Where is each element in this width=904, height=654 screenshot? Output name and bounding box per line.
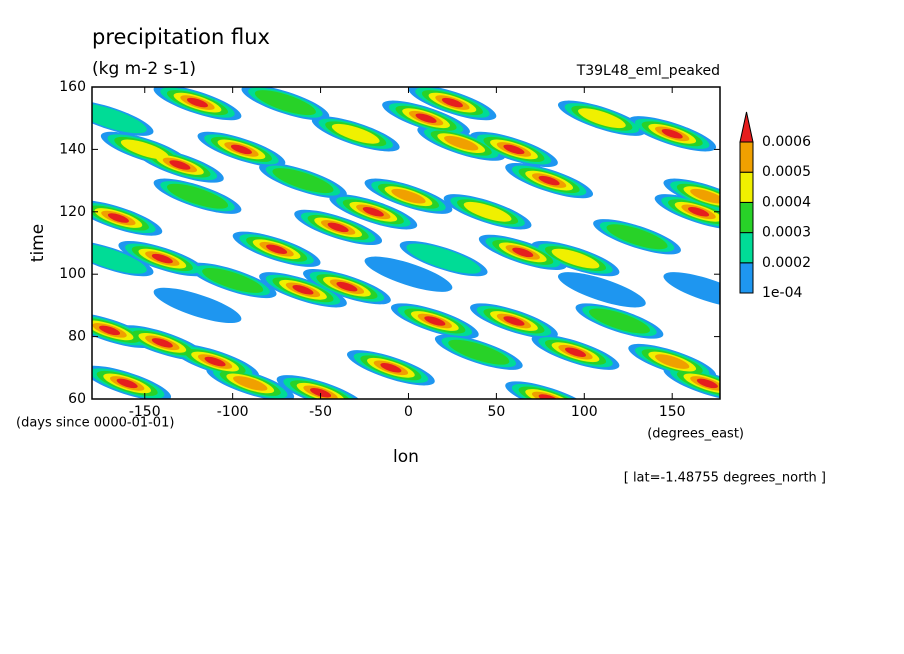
colorbar-label: 0.0005 <box>762 164 811 180</box>
y-tick-label: 140 <box>59 141 86 157</box>
contour-region <box>266 244 288 254</box>
contour-region <box>415 113 437 123</box>
contour-region <box>107 213 129 223</box>
contour-region <box>151 253 173 264</box>
contour-region <box>503 144 525 155</box>
x-tick-label: 100 <box>571 404 598 420</box>
contour-region <box>233 376 268 391</box>
contour-region <box>690 188 720 204</box>
contour-region <box>310 388 332 398</box>
contour-region <box>116 378 138 389</box>
contour-region <box>441 97 463 108</box>
colorbar-label: 0.0004 <box>762 194 811 210</box>
contour-region <box>99 325 121 336</box>
colorbar-label: 0.0002 <box>762 255 811 271</box>
contour-region <box>463 201 512 222</box>
contour-region <box>151 338 173 348</box>
annotation: [ lat=-1.48755 degrees_north ] <box>624 471 826 486</box>
contour-region <box>406 243 481 274</box>
contour-region <box>538 394 560 399</box>
contour-region <box>92 103 147 134</box>
plot-frame <box>91 86 721 400</box>
x-tick-label: 150 <box>659 404 686 420</box>
contour-region <box>688 207 710 217</box>
contour-region <box>661 129 683 139</box>
colorbar-extend <box>739 111 754 143</box>
y-tick-label: 80 <box>68 329 86 345</box>
contour-region <box>169 160 191 170</box>
contour-region <box>166 183 229 209</box>
contour-region <box>696 378 718 389</box>
contour-region <box>230 144 252 155</box>
contour-region <box>551 248 600 269</box>
y-tick-label: 60 <box>68 391 86 407</box>
contour-region <box>292 285 314 295</box>
lon-units: (degrees_east) <box>647 427 744 442</box>
contour-region <box>564 347 587 357</box>
contour-region <box>364 256 453 292</box>
x-tick-label: 50 <box>487 404 505 420</box>
colorbar-box <box>739 141 754 173</box>
contour-region <box>272 168 334 194</box>
colorbar-box <box>739 262 754 294</box>
colorbar-label: 0.0006 <box>762 134 811 150</box>
experiment: T39L48_eml_peaked <box>576 63 720 79</box>
x-tick-label: -150 <box>129 404 161 420</box>
contour-region <box>606 224 668 250</box>
contour-region <box>655 354 690 369</box>
contour-region <box>254 90 316 116</box>
chart-title: precipitation flux <box>92 25 270 49</box>
contour-region <box>557 272 646 308</box>
contour-region <box>336 281 358 292</box>
y-tick-label: 100 <box>59 266 86 282</box>
x-tick-label: 0 <box>404 404 413 420</box>
contour-region <box>92 243 147 274</box>
x-tick-label: -50 <box>309 404 332 420</box>
contour-region <box>391 188 426 204</box>
colorbar-label: 0.0003 <box>762 225 811 241</box>
contour-region <box>512 247 534 258</box>
y-tick-label: 120 <box>59 204 86 220</box>
contour-region <box>204 356 226 367</box>
contour-region <box>202 267 264 293</box>
contour-region <box>588 308 650 334</box>
contour-region <box>186 97 209 108</box>
x-axis-label: lon <box>393 447 419 467</box>
colorbar-label: 1e-04 <box>762 285 802 301</box>
contour-region <box>153 287 242 324</box>
contour-region <box>424 316 446 326</box>
contour-region <box>327 222 349 233</box>
contour-region <box>578 108 626 129</box>
x-tick-label: -100 <box>217 404 249 420</box>
time-units: (days since 0000-01-01) <box>16 416 174 431</box>
colorbar-box <box>739 171 754 203</box>
contour-region <box>120 139 169 160</box>
contour-region <box>503 316 525 326</box>
contour-region <box>663 272 720 308</box>
contour-region <box>448 339 510 365</box>
contour-region <box>380 363 402 373</box>
y-tick-label: 160 <box>59 79 86 95</box>
colorbar-box <box>739 232 754 264</box>
y-axis-label: time <box>28 224 48 262</box>
contour-region <box>362 207 384 217</box>
contour-region <box>331 123 380 144</box>
colorbar-box <box>739 201 754 234</box>
field <box>92 87 720 399</box>
contour-region <box>444 135 479 151</box>
contour-region <box>538 175 560 186</box>
units: (kg m-2 s-1) <box>92 59 196 79</box>
